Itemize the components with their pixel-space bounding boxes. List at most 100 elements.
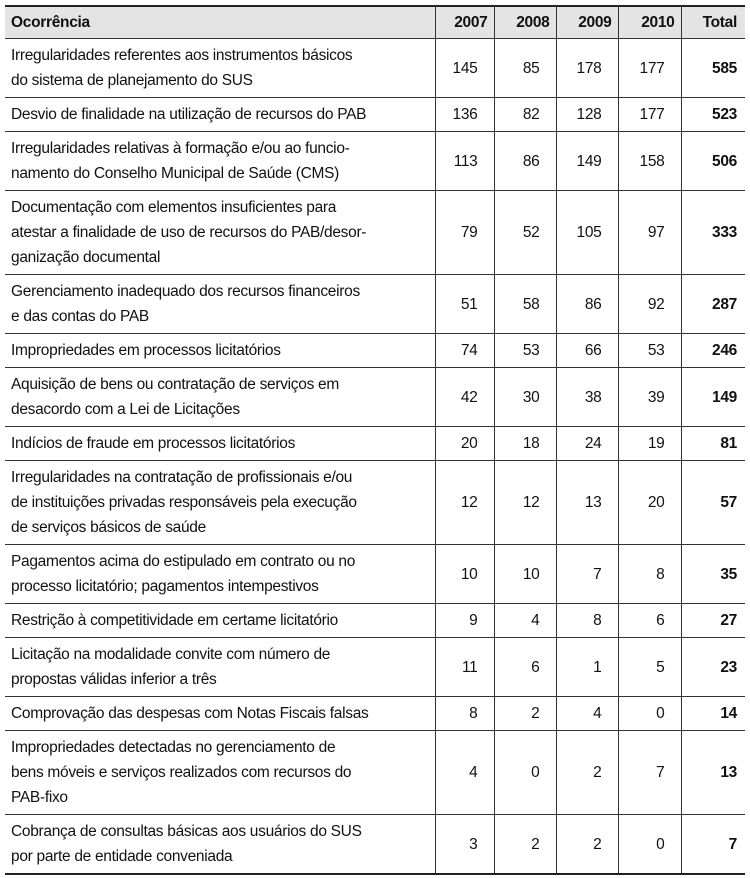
- occurrence-cell: Desvio de finalidade na utilização de re…: [5, 97, 436, 132]
- total-cell: 246: [680, 333, 745, 368]
- table-row: Aquisição de bens ou contratação de serv…: [5, 367, 745, 427]
- text-line: namento do Conselho Municipal de Saúde (…: [11, 165, 339, 182]
- value-cell: 19: [617, 426, 682, 461]
- table-row: Gerenciamento inadequado dos recursos fi…: [5, 274, 745, 334]
- value-cell: 30: [493, 367, 557, 427]
- header-cell: Total: [680, 5, 745, 39]
- total-cell: 27: [680, 603, 745, 638]
- total-cell: 23: [680, 637, 745, 697]
- table: Ocorrência 2007 2008 2009 2010 Total Irregula…: [5, 5, 745, 875]
- value-cell: 10: [434, 544, 495, 604]
- value-cell: 177: [617, 38, 682, 98]
- value-cell: 12: [434, 460, 495, 545]
- value-cell: 3: [434, 814, 495, 875]
- total-cell: 57: [680, 460, 745, 545]
- total-cell: 333: [680, 190, 745, 275]
- table-body: Irregularidades referentes aos instrumen…: [5, 38, 745, 875]
- value-cell: 6: [617, 603, 682, 638]
- text-line: de instituições privadas responsáveis pe…: [11, 494, 357, 511]
- table-row: Desvio de finalidade na utilização de re…: [5, 97, 745, 132]
- text-line: e das contas do PAB: [11, 308, 149, 325]
- value-cell: 42: [434, 367, 495, 427]
- header-cell: 2010: [617, 5, 682, 39]
- table-row: Documentação com elementos insuficientes…: [5, 190, 745, 275]
- text-line: de serviços básicos de saúde: [11, 519, 206, 536]
- text-line: PAB-fixo: [11, 789, 68, 806]
- value-cell: 4: [493, 603, 557, 638]
- value-cell: 128: [555, 97, 619, 132]
- total-cell: 523: [680, 97, 745, 132]
- occurrence-cell: Cobrança de consultas básicas aos usuári…: [5, 814, 436, 875]
- value-cell: 82: [493, 97, 557, 132]
- text-line: Irregularidades relativas à formação e/o…: [11, 140, 350, 157]
- value-cell: 92: [617, 274, 682, 334]
- value-cell: 7: [617, 730, 682, 815]
- text-line: do sistema de planejamento do SUS: [11, 72, 253, 89]
- value-cell: 10: [493, 544, 557, 604]
- occurrence-cell: Irregularidades relativas à formação e/o…: [5, 131, 436, 191]
- text-line: Cobrança de consultas básicas aos usuári…: [11, 823, 362, 840]
- table-row: Restrição à competitividade em certame l…: [5, 603, 745, 638]
- value-cell: 2: [493, 814, 557, 875]
- value-cell: 158: [617, 131, 682, 191]
- value-cell: 0: [493, 730, 557, 815]
- occurrence-cell: Impropriedades detectadas no gerenciamen…: [5, 730, 436, 815]
- occurrence-cell: Aquisição de bens ou contratação de serv…: [5, 367, 436, 427]
- value-cell: 8: [434, 696, 495, 731]
- total-cell: 149: [680, 367, 745, 427]
- value-cell: 8: [555, 603, 619, 638]
- text-line: ganização documental: [11, 249, 161, 266]
- total-cell: 585: [680, 38, 745, 98]
- value-cell: 12: [493, 460, 557, 545]
- occurrence-cell: Gerenciamento inadequado dos recursos fi…: [5, 274, 436, 334]
- table-row: Impropriedades em processos licitatórios…: [5, 333, 745, 368]
- table-row: Indícios de fraude em processos licitató…: [5, 426, 745, 461]
- total-cell: 14: [680, 696, 745, 731]
- value-cell: 145: [434, 38, 495, 98]
- value-cell: 105: [555, 190, 619, 275]
- value-cell: 177: [617, 97, 682, 132]
- value-cell: 0: [617, 696, 682, 731]
- value-cell: 86: [493, 131, 557, 191]
- value-cell: 149: [555, 131, 619, 191]
- value-cell: 20: [617, 460, 682, 545]
- value-cell: 5: [617, 637, 682, 697]
- value-cell: 136: [434, 97, 495, 132]
- value-cell: 13: [555, 460, 619, 545]
- value-cell: 74: [434, 333, 495, 368]
- value-cell: 9: [434, 603, 495, 638]
- table-row: Pagamentos acima do estipulado em contra…: [5, 544, 745, 604]
- occurrence-cell: Licitação na modalidade convite com núme…: [5, 637, 436, 697]
- value-cell: 97: [617, 190, 682, 275]
- header-cell: 2007: [434, 5, 495, 39]
- value-cell: 53: [493, 333, 557, 368]
- occurrence-cell: Irregularidades na contratação de profis…: [5, 460, 436, 545]
- table-row: Irregularidades na contratação de profis…: [5, 460, 745, 545]
- text-line: Impropriedades em processos licitatórios: [11, 342, 281, 359]
- text-line: processo licitatório; pagamentos intempe…: [11, 578, 319, 595]
- total-cell: 35: [680, 544, 745, 604]
- table-row: Licitação na modalidade convite com núme…: [5, 637, 745, 697]
- value-cell: 2: [555, 814, 619, 875]
- value-cell: 39: [617, 367, 682, 427]
- value-cell: 85: [493, 38, 557, 98]
- text-line: Aquisição de bens ou contratação de serv…: [11, 376, 339, 393]
- value-cell: 0: [617, 814, 682, 875]
- text-line: Indícios de fraude em processos licitató…: [11, 435, 296, 452]
- total-cell: 506: [680, 131, 745, 191]
- text-line: Licitação na modalidade convite com núme…: [11, 646, 331, 663]
- table-row: Irregularidades relativas à formação e/o…: [5, 131, 745, 191]
- table-container: Ocorrência 2007 2008 2009 2010 Total Irregula…: [5, 5, 745, 875]
- text-line: Pagamentos acima do estipulado em contra…: [11, 553, 356, 570]
- header-row: Ocorrência 2007 2008 2009 2010 Total: [5, 5, 745, 39]
- value-cell: 6: [493, 637, 557, 697]
- header-cell: Ocorrência: [5, 5, 436, 39]
- text-line: Irregularidades referentes aos instrumen…: [11, 47, 353, 64]
- occurrence-cell: Irregularidades referentes aos instrumen…: [5, 38, 436, 98]
- occurrence-cell: Restrição à competitividade em certame l…: [5, 603, 436, 638]
- value-cell: 7: [555, 544, 619, 604]
- text-line: Gerenciamento inadequado dos recursos fi…: [11, 283, 360, 300]
- text-line: Restrição à competitividade em certame l…: [11, 612, 338, 629]
- value-cell: 178: [555, 38, 619, 98]
- value-cell: 38: [555, 367, 619, 427]
